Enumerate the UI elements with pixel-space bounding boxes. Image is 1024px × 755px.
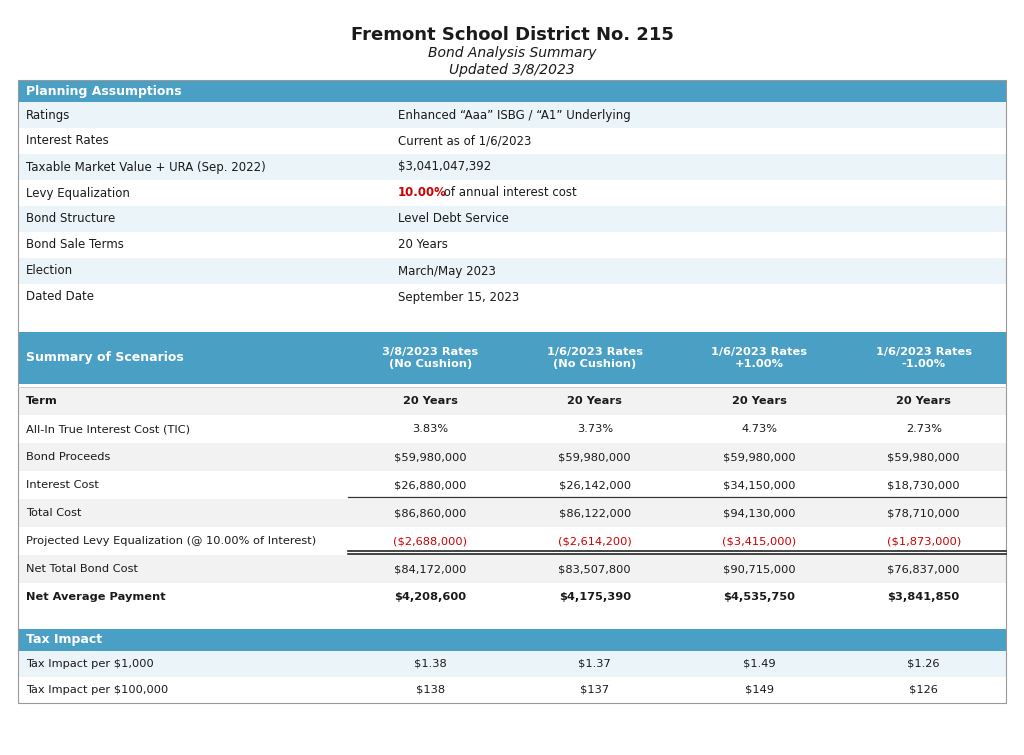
Bar [18, 232, 1006, 258]
Text: $59,980,000: $59,980,000 [888, 452, 961, 462]
Text: ($2,614,200): ($2,614,200) [558, 536, 632, 546]
Text: ($1,873,000): ($1,873,000) [887, 536, 961, 546]
Bar [18, 128, 1006, 154]
Bar [18, 80, 1006, 703]
Text: $90,715,000: $90,715,000 [723, 564, 796, 574]
Text: $1.49: $1.49 [743, 659, 775, 669]
Text: 20 Years: 20 Years [567, 396, 623, 406]
Text: Election: Election [26, 264, 73, 278]
Text: Fremont School District No. 215: Fremont School District No. 215 [350, 26, 674, 44]
Text: Dated Date: Dated Date [26, 291, 94, 304]
Bar [18, 677, 1006, 703]
Text: 3.73%: 3.73% [577, 424, 612, 434]
Text: $86,860,000: $86,860,000 [394, 508, 467, 518]
Bar [18, 258, 1006, 284]
Text: Enhanced “Aaa” ISBG / “A1” Underlying: Enhanced “Aaa” ISBG / “A1” Underlying [398, 109, 631, 122]
Text: Levy Equalization: Levy Equalization [26, 186, 130, 199]
Text: $149: $149 [744, 685, 774, 695]
Text: Tax Impact per $1,000: Tax Impact per $1,000 [26, 659, 154, 669]
Text: March/May 2023: March/May 2023 [398, 264, 496, 278]
Text: $84,172,000: $84,172,000 [394, 564, 467, 574]
Bar [18, 206, 1006, 232]
Text: 20 Years: 20 Years [896, 396, 951, 406]
Text: 4.73%: 4.73% [741, 424, 777, 434]
Bar [18, 415, 1006, 443]
Bar [18, 387, 1006, 415]
Text: $4,208,600: $4,208,600 [394, 592, 466, 602]
Bar [18, 102, 1006, 128]
Bar [18, 583, 1006, 611]
Text: $78,710,000: $78,710,000 [888, 508, 961, 518]
Text: September 15, 2023: September 15, 2023 [398, 291, 519, 304]
Text: 20 Years: 20 Years [402, 396, 458, 406]
Text: $1.38: $1.38 [414, 659, 446, 669]
Bar [18, 332, 1006, 384]
Text: $1.26: $1.26 [907, 659, 940, 669]
Text: $94,130,000: $94,130,000 [723, 508, 796, 518]
Text: Tax Impact: Tax Impact [26, 633, 102, 646]
Text: $3,041,047,392: $3,041,047,392 [398, 161, 492, 174]
Text: Level Debt Service: Level Debt Service [398, 212, 509, 226]
Text: Net Total Bond Cost: Net Total Bond Cost [26, 564, 138, 574]
Bar [18, 443, 1006, 471]
Text: $83,507,800: $83,507,800 [558, 564, 631, 574]
Text: Tax Impact per $100,000: Tax Impact per $100,000 [26, 685, 168, 695]
Text: Updated 3/8/2023: Updated 3/8/2023 [450, 63, 574, 77]
Text: $26,142,000: $26,142,000 [559, 480, 631, 490]
Text: Interest Rates: Interest Rates [26, 134, 109, 147]
Text: ($2,688,000): ($2,688,000) [393, 536, 467, 546]
Text: $138: $138 [416, 685, 444, 695]
Text: Bond Sale Terms: Bond Sale Terms [26, 239, 124, 251]
Bar [18, 180, 1006, 206]
Text: 1/6/2023 Rates
+1.00%: 1/6/2023 Rates +1.00% [712, 347, 807, 368]
Bar [18, 154, 1006, 180]
Text: Ratings: Ratings [26, 109, 71, 122]
Bar [18, 629, 1006, 651]
Text: $59,980,000: $59,980,000 [723, 452, 796, 462]
Text: $59,980,000: $59,980,000 [394, 452, 467, 462]
Text: 2.73%: 2.73% [906, 424, 942, 434]
Text: Projected Levy Equalization (@ 10.00% of Interest): Projected Levy Equalization (@ 10.00% of… [26, 536, 316, 546]
Text: ($3,415,000): ($3,415,000) [722, 536, 797, 546]
Text: Summary of Scenarios: Summary of Scenarios [26, 352, 183, 365]
Text: 20 Years: 20 Years [398, 239, 447, 251]
Text: Total Cost: Total Cost [26, 508, 82, 518]
Bar [18, 527, 1006, 555]
Text: $3,841,850: $3,841,850 [888, 592, 959, 602]
Text: $4,175,390: $4,175,390 [559, 592, 631, 602]
Text: 1/6/2023 Rates
(No Cushion): 1/6/2023 Rates (No Cushion) [547, 347, 643, 368]
Text: $4,535,750: $4,535,750 [723, 592, 796, 602]
Text: 20 Years: 20 Years [732, 396, 786, 406]
Text: 3/8/2023 Rates
(No Cushion): 3/8/2023 Rates (No Cushion) [382, 347, 478, 368]
Text: $34,150,000: $34,150,000 [723, 480, 796, 490]
Text: $26,880,000: $26,880,000 [394, 480, 467, 490]
Text: Current as of 1/6/2023: Current as of 1/6/2023 [398, 134, 531, 147]
Text: $59,980,000: $59,980,000 [558, 452, 631, 462]
Text: Net Average Payment: Net Average Payment [26, 592, 166, 602]
Text: $76,837,000: $76,837,000 [888, 564, 961, 574]
Text: All-In True Interest Cost (TIC): All-In True Interest Cost (TIC) [26, 424, 190, 434]
Text: $126: $126 [909, 685, 938, 695]
Text: Planning Assumptions: Planning Assumptions [26, 85, 181, 97]
Text: Term: Term [26, 396, 57, 406]
Text: Bond Analysis Summary: Bond Analysis Summary [428, 46, 596, 60]
Text: 3.83%: 3.83% [413, 424, 449, 434]
Text: $137: $137 [581, 685, 609, 695]
Text: $18,730,000: $18,730,000 [888, 480, 961, 490]
Bar [18, 651, 1006, 677]
Text: 1/6/2023 Rates
-1.00%: 1/6/2023 Rates -1.00% [876, 347, 972, 368]
Bar [18, 499, 1006, 527]
Text: Taxable Market Value + URA (Sep. 2022): Taxable Market Value + URA (Sep. 2022) [26, 161, 266, 174]
Text: Interest Cost: Interest Cost [26, 480, 99, 490]
Text: $86,122,000: $86,122,000 [559, 508, 631, 518]
Bar [18, 555, 1006, 583]
Bar [18, 80, 1006, 102]
Text: of annual interest cost: of annual interest cost [440, 186, 577, 199]
Text: $1.37: $1.37 [579, 659, 611, 669]
Bar [18, 284, 1006, 310]
Text: 10.00%: 10.00% [398, 186, 446, 199]
Text: Bond Structure: Bond Structure [26, 212, 116, 226]
Text: Bond Proceeds: Bond Proceeds [26, 452, 111, 462]
Bar [18, 471, 1006, 499]
